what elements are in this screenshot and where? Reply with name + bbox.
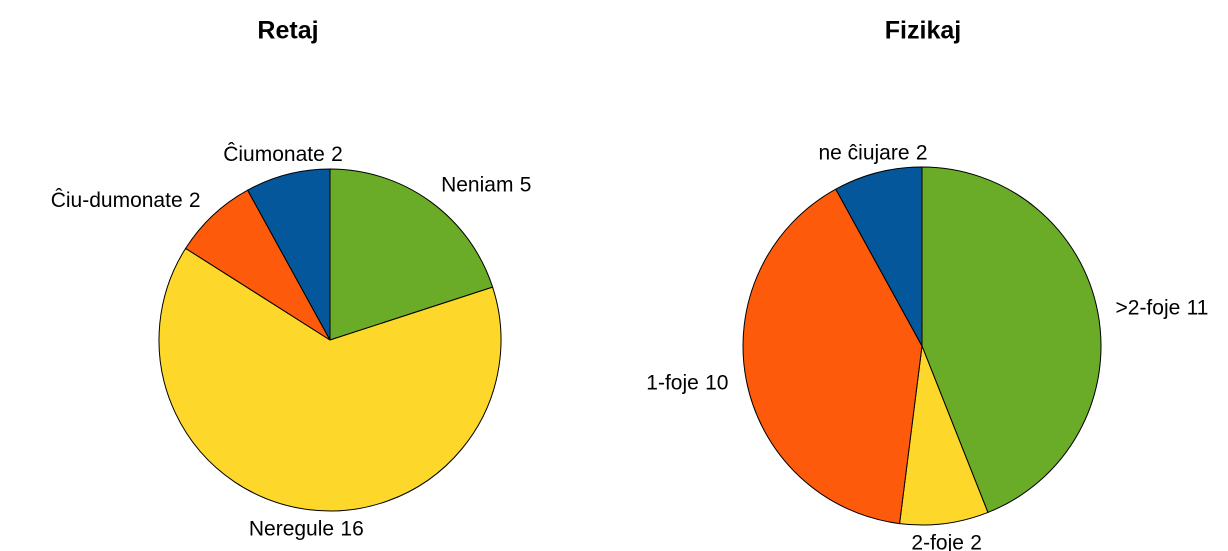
slice-label: Ĉiumonate 2	[223, 143, 343, 166]
pie-slice	[329, 168, 494, 341]
pie-slice	[921, 166, 1102, 514]
chart-title: Fizikaj	[885, 17, 961, 45]
slice-label-value: 16	[340, 517, 363, 540]
slice-label-name: 1-foje	[646, 371, 699, 394]
slice-label-value: 11	[1187, 296, 1209, 319]
slice-label-value: 2	[916, 141, 928, 164]
slice-label-name: Neniam	[441, 173, 513, 196]
slice-label-name: 2-foje	[911, 531, 964, 551]
slice-label: Ĉiu-dumonate 2	[51, 188, 201, 211]
slice-label-name: Ĉiumonate	[223, 143, 325, 166]
slice-label-value: 2	[970, 531, 982, 551]
slice-label-value: 2	[331, 143, 343, 166]
chart-title: Retaj	[257, 17, 318, 45]
slice-label-name: ne ĉiujare	[818, 141, 909, 164]
slice-label-value: 2	[189, 188, 201, 211]
slice-label: ne ĉiujare 2	[818, 141, 927, 164]
slice-label-value: 5	[520, 173, 532, 196]
slice-label-name: Ĉiu-dumonate	[51, 188, 183, 211]
slice-label-name: >2-foje	[1116, 296, 1181, 319]
slice-label-value: 10	[705, 371, 728, 394]
slice-label: >2-foje 11	[1116, 296, 1209, 319]
slice-label: Neregule 16	[249, 517, 364, 540]
pie-slice	[899, 345, 989, 526]
slice-label: 1-foje 10	[646, 371, 728, 394]
slice-label: 2-foje 2	[911, 531, 982, 551]
pie-chart: Fizikaj >2-foje 11 2-foje 2 1-foje 10 ne ĉiujar…	[646, 17, 1208, 551]
pie-slice	[742, 188, 923, 525]
pie-slice	[246, 168, 331, 341]
pie-slice	[835, 166, 923, 347]
slice-label-name: Neregule	[249, 517, 334, 540]
slice-label: Neniam 5	[441, 173, 531, 196]
pie-slice	[158, 247, 502, 512]
